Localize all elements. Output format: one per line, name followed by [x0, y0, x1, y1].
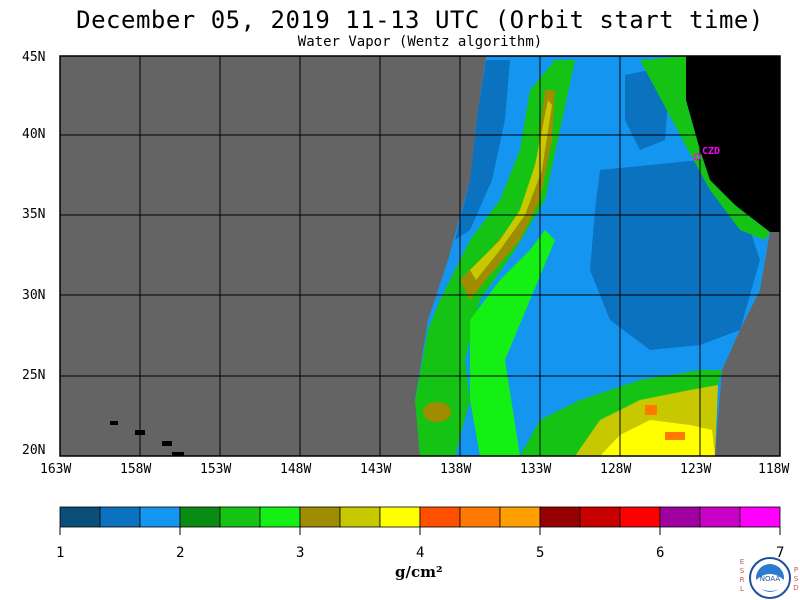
lon-label: 163W: [40, 462, 72, 477]
logo-left-letters: E S R L: [739, 558, 745, 593]
station-label: CZD: [702, 146, 721, 157]
lon-label: 148W: [280, 462, 312, 477]
colorbar: [59, 506, 781, 535]
lon-label: 138W: [440, 462, 472, 477]
colorbar-swatch: [259, 506, 301, 528]
colorbar-swatch: [299, 506, 341, 528]
colorbar-swatch: [179, 506, 221, 528]
colorbar-tick-label: 3: [296, 545, 305, 561]
colorbar-swatch: [339, 506, 381, 528]
colorbar-tick-label: 6: [656, 545, 665, 561]
lon-label: 118W: [758, 462, 790, 477]
colorbar-swatch: [659, 506, 701, 528]
lat-label: 30N: [22, 288, 46, 303]
map-frame: [59, 55, 781, 457]
swath-region-dark-blue-west: [455, 60, 510, 240]
lon-label: 143W: [360, 462, 392, 477]
swath-region-olive-blob: [423, 402, 451, 422]
noaa-logo-icon: NOAA: [749, 557, 791, 599]
lat-label: 35N: [22, 207, 46, 222]
colorbar-swatch: [59, 506, 101, 528]
colorbar-swatch: [99, 506, 141, 528]
colorbar-swatch: [499, 506, 541, 528]
lon-label: 153W: [200, 462, 232, 477]
lat-label: 40N: [22, 127, 46, 142]
colorbar-swatch: [139, 506, 181, 528]
colorbar-tick-label: 7: [776, 545, 785, 561]
colorbar-swatch: [379, 506, 421, 528]
swath-region-bright-green: [470, 230, 555, 456]
map-subtitle: Water Vapor (Wentz algorithm): [297, 34, 543, 50]
swath-region-southern-green: [520, 370, 722, 456]
swath-region-coastal-green: [640, 56, 770, 240]
colorbar-tick-label: 4: [416, 545, 425, 561]
map-gridlines: [60, 56, 780, 456]
colorbar-swatch: [619, 506, 661, 528]
swath-region-yellow-ridge: [470, 100, 552, 280]
swath-region-southern-bright-yellow: [600, 420, 715, 456]
land-california: [686, 56, 780, 232]
lon-label: 123W: [680, 462, 712, 477]
swath-region-orange-spot-2: [665, 432, 685, 440]
colorbar-swatch: [579, 506, 621, 528]
colorbar-swatch: [699, 506, 741, 528]
swath-region-dark-blue-central: [590, 160, 760, 350]
colorbar-tick-label: 2: [176, 545, 185, 561]
lon-label: 128W: [600, 462, 632, 477]
colorbar-tick-label: 1: [56, 545, 65, 561]
lon-label: 133W: [520, 462, 552, 477]
map-title: December 05, 2019 11-13 UTC (Orbit start…: [76, 6, 764, 34]
colorbar-swatch: [419, 506, 461, 528]
satellite-swath: [415, 56, 770, 456]
logo-right-letters: P S D: [793, 566, 799, 592]
lat-label: 45N: [22, 50, 46, 65]
colorbar-swatch: [539, 506, 581, 528]
colorbar-tick-label: 5: [536, 545, 545, 561]
lat-label: 25N: [22, 368, 46, 383]
colorbar-swatch: [459, 506, 501, 528]
lon-label: 158W: [120, 462, 152, 477]
swath-region-orange-spot: [645, 405, 657, 415]
colorbar-units: g/cm²: [395, 563, 443, 581]
lat-label: 20N: [22, 443, 46, 458]
colorbar-swatch: [739, 506, 781, 528]
svg-text:NOAA: NOAA: [760, 575, 781, 583]
station-marker-icon: [693, 153, 701, 161]
colorbar-swatch: [219, 506, 261, 528]
swath-region-olive-ridge: [460, 90, 555, 300]
